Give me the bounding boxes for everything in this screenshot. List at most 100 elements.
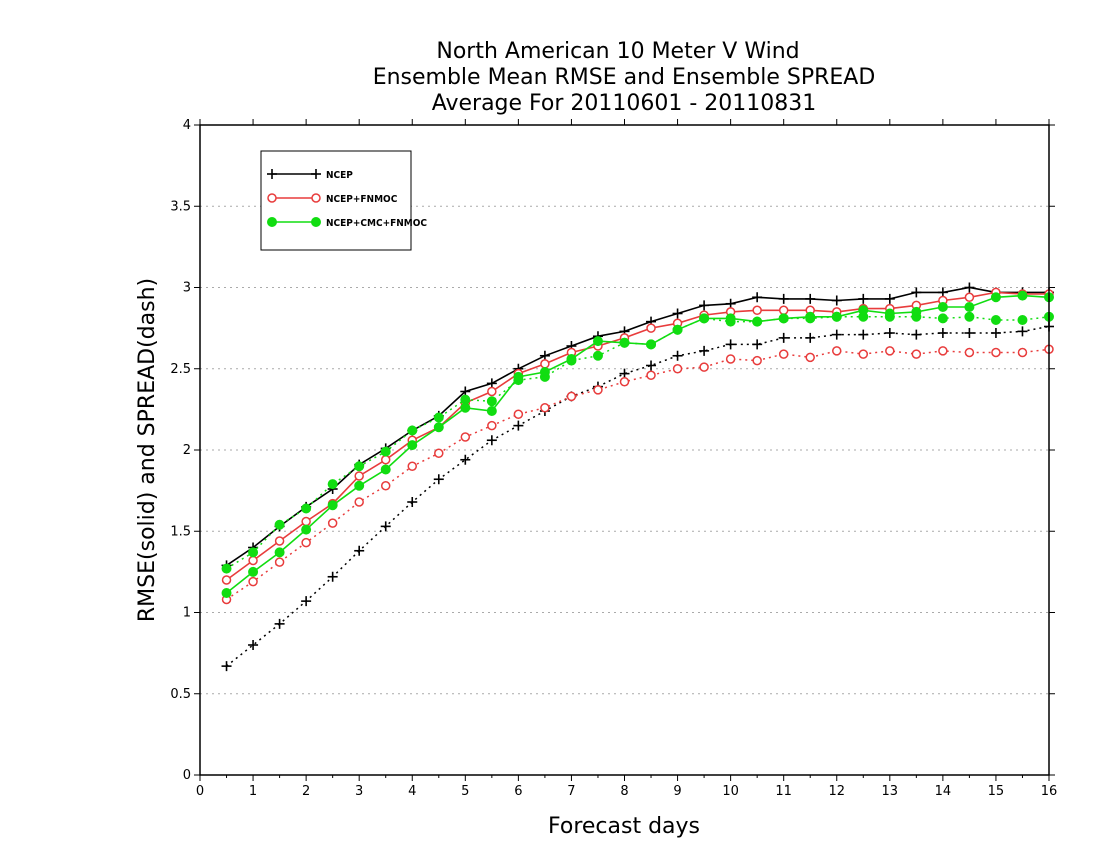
legend-swatch-marker: [311, 193, 321, 203]
ncep-rmse-point: [699, 300, 710, 311]
ncep-cmc-fnmoc-rmse-point: [831, 311, 842, 322]
ncep-rmse-point: [911, 287, 922, 298]
ncep-spread-line: [226, 325, 1050, 667]
ncep-cmc-fnmoc-spread-point: [433, 412, 444, 423]
ncep-fnmoc-spread-point: [991, 347, 1001, 358]
plot-series: [221, 282, 1054, 672]
ncep-spread-point: [699, 345, 710, 356]
ncep-fnmoc-spread-point: [301, 537, 311, 548]
ncep-spread-point: [805, 332, 816, 343]
ncep-cmc-fnmoc-rmse-point: [884, 308, 895, 319]
ncep-fnmoc-spread-point: [778, 349, 789, 359]
series-ncep: [221, 282, 1054, 672]
ncep-spread-point: [831, 329, 842, 340]
ncep-fnmoc-spread-point: [964, 347, 975, 358]
x-tick-label: 10: [722, 784, 739, 799]
ncep-fnmoc-spread-line: [226, 348, 1050, 601]
grid: [200, 205, 1049, 695]
ncep-fnmoc-rmse-line: [226, 291, 1049, 581]
ncep-spread-point: [486, 435, 497, 446]
ncep-cmc-fnmoc-rmse-point: [433, 422, 444, 433]
ncep-fnmoc-rmse-point: [274, 536, 285, 546]
y-tick-label: 2: [183, 443, 191, 458]
ncep-rmse-point: [858, 293, 869, 304]
y-axis-label: RMSE(solid) and SPREAD(dash): [135, 278, 160, 622]
ncep-cmc-fnmoc-rmse-point: [301, 524, 312, 535]
ncep-fnmoc-rmse-point: [540, 359, 550, 369]
ncep-spread-point: [407, 497, 418, 507]
ncep-fnmoc-spread-point: [407, 461, 417, 471]
ncep-fnmoc-rmse-point: [380, 455, 391, 465]
ncep-fnmoc-spread-point: [593, 385, 603, 395]
y-tick-label: 3.5: [170, 199, 191, 214]
x-tick-label: 4: [408, 784, 416, 799]
ncep-spread-point: [752, 339, 763, 350]
ncep-fnmoc-spread-point: [911, 349, 922, 359]
ncep-fnmoc-spread-point: [274, 557, 285, 567]
ncep-spread-point: [221, 661, 232, 672]
ncep-cmc-fnmoc-rmse-point: [619, 337, 630, 348]
ncep-spread-point: [990, 328, 1001, 338]
y-tick-label: 1.5: [170, 524, 191, 539]
ncep-fnmoc-spread-point: [858, 349, 869, 359]
ncep-cmc-fnmoc-rmse-point: [752, 316, 763, 327]
ncep-spread-point: [274, 618, 285, 629]
y-tick-label: 0.5: [170, 687, 191, 702]
ncep-cmc-fnmoc-rmse-point: [274, 547, 285, 558]
ncep-cmc-fnmoc-rmse-point: [592, 336, 603, 347]
ncep-spread-point: [513, 420, 524, 431]
ncep-rmse-point: [831, 295, 842, 306]
x-tick-label: 1: [249, 784, 257, 799]
ncep-spread-point: [778, 332, 789, 343]
series-ncep-fnmoc: [221, 287, 1054, 605]
ncep-fnmoc-spread-point: [832, 346, 842, 356]
legend-entry-ncep: NCEP: [267, 169, 353, 181]
legend: NCEP NCEP+FNMOC NCEP+CMC+FNMOC: [260, 150, 427, 251]
y-tick-label: 2.5: [170, 362, 191, 377]
title-line-1: North American 10 Meter V Wind: [436, 39, 799, 64]
x-tick-label: 11: [775, 784, 792, 799]
ncep-rmse-point: [725, 298, 736, 309]
ncep-spread-point: [354, 545, 365, 556]
ncep-rmse-point: [884, 293, 895, 304]
ncep-spread-point: [672, 350, 683, 361]
x-tick-label: 2: [302, 784, 310, 799]
ncep-cmc-fnmoc-rmse-point: [539, 367, 550, 377]
x-tick-label: 0: [196, 784, 204, 799]
ncep-spread-point: [619, 368, 630, 379]
ncep-cmc-fnmoc-rmse-point: [937, 302, 948, 312]
ncep-rmse-point: [752, 292, 763, 303]
ncep-spread-point: [937, 328, 948, 338]
ncep-cmc-fnmoc-rmse-point: [407, 440, 418, 451]
ncep-rmse-point: [778, 293, 789, 304]
legend-label: NCEP: [326, 170, 353, 181]
ncep-spread-point: [725, 339, 736, 350]
ncep-fnmoc-spread-point: [752, 355, 762, 366]
x-tick-label: 6: [514, 784, 522, 799]
ncep-cmc-fnmoc-rmse-line: [226, 294, 1050, 594]
y-tick-label: 0: [183, 768, 191, 783]
series-ncep-cmc-fnmoc: [221, 290, 1054, 598]
chart-title: North American 10 Meter V Wind Ensemble …: [373, 39, 876, 116]
ncep-cmc-fnmoc-rmse-point: [513, 371, 524, 382]
ncep-fnmoc-spread-point: [725, 354, 736, 364]
ncep-cmc-fnmoc-rmse-point: [380, 464, 391, 475]
ncep-cmc-fnmoc-spread-point: [592, 350, 603, 361]
ncep-fnmoc-spread-point: [327, 518, 338, 528]
ncep-fnmoc-spread-point: [513, 409, 524, 419]
x-tick-label: 7: [567, 784, 575, 799]
ncep-cmc-fnmoc-rmse-point: [566, 354, 577, 364]
ncep-fnmoc-rmse-point: [778, 305, 789, 315]
ncep-cmc-fnmoc-spread-point: [990, 315, 1001, 325]
ncep-cmc-fnmoc-rmse-point: [699, 313, 710, 324]
ncep-rmse-point: [539, 350, 550, 361]
ncep-fnmoc-spread-point: [1017, 347, 1028, 358]
ncep-cmc-fnmoc-rmse-point: [805, 311, 816, 322]
ncep-cmc-fnmoc-spread-point: [327, 479, 338, 490]
ncep-cmc-fnmoc-spread-point: [248, 547, 259, 558]
x-tick-label: 5: [461, 784, 469, 799]
ncep-cmc-fnmoc-spread-point: [221, 563, 232, 574]
x-axis-label: Forecast days: [548, 814, 700, 839]
y-tick-label: 3: [183, 281, 191, 296]
